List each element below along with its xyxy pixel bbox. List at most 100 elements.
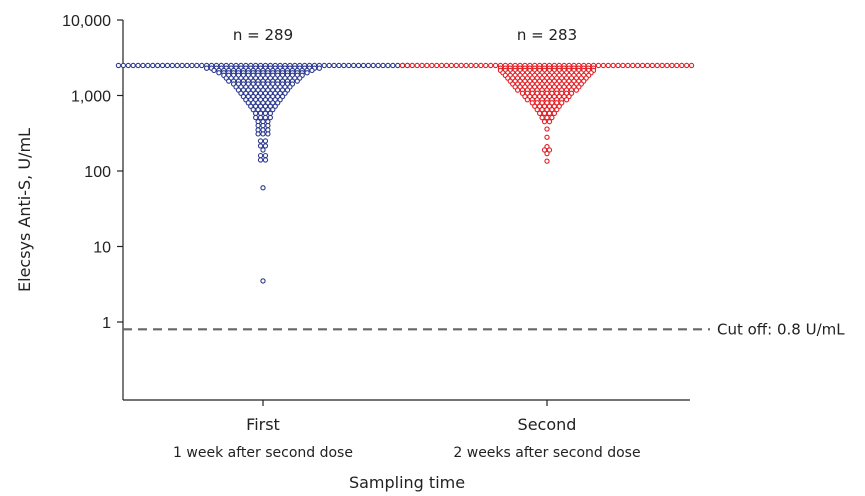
data-point [260, 147, 266, 153]
data-point [130, 62, 136, 69]
data-point [605, 62, 611, 69]
data-point [199, 62, 205, 69]
data-point [257, 157, 264, 163]
data-point [321, 62, 327, 69]
data-point [145, 62, 151, 69]
n-labels: n = 289 n = 283 [233, 26, 577, 44]
data-point [262, 103, 269, 109]
data-point [257, 138, 264, 144]
data-point [549, 106, 555, 113]
data-point [250, 106, 256, 113]
data-point [534, 100, 540, 106]
data-point [539, 100, 545, 106]
data-point [473, 62, 479, 69]
data-point [135, 62, 141, 69]
data-point [255, 122, 261, 129]
data-point [252, 114, 259, 121]
data-point [544, 134, 550, 140]
data-point [380, 62, 386, 69]
data-point [370, 62, 376, 69]
data-point [174, 62, 180, 69]
data-point [453, 62, 459, 69]
category-label: First [246, 415, 280, 434]
data-point [404, 62, 410, 69]
data-point [267, 103, 273, 109]
data-point [341, 62, 347, 69]
data-point [615, 62, 621, 69]
data-point [551, 103, 557, 109]
data-point [260, 131, 266, 137]
data-point [169, 62, 175, 69]
data-point [639, 62, 646, 69]
data-point [262, 138, 269, 144]
y-axis-title: Elecsys Anti-S, U/mL [15, 128, 34, 292]
data-point [159, 62, 166, 69]
data-point [189, 62, 195, 69]
data-point [669, 62, 675, 69]
data-point [255, 106, 261, 113]
data-point [554, 100, 560, 106]
data-point [260, 100, 266, 106]
data-point [365, 62, 371, 69]
data-point [260, 278, 266, 284]
data-point [304, 70, 310, 76]
data-point [211, 67, 217, 74]
data-point [664, 62, 670, 69]
data-point [360, 62, 367, 69]
data-point [630, 62, 636, 69]
data-point [468, 62, 474, 69]
data-point [257, 103, 264, 109]
data-point [257, 110, 264, 117]
data-point [265, 100, 271, 106]
data-point [316, 65, 322, 71]
data-point [684, 62, 690, 69]
y-tick-label: 10 [93, 240, 111, 257]
data-point [262, 143, 269, 149]
data-point [541, 147, 548, 153]
data-point [331, 62, 337, 69]
data-point [350, 62, 357, 69]
data-point [194, 62, 200, 69]
x-axis-title: Sampling time [349, 473, 465, 492]
data-point [483, 62, 489, 69]
data-point [649, 62, 655, 69]
data-point [248, 103, 254, 109]
data-point [390, 62, 396, 69]
data-point [544, 126, 550, 132]
data-point [414, 62, 420, 69]
data-point [270, 106, 276, 113]
data-point [375, 62, 381, 69]
data-point [262, 157, 269, 163]
data-point [537, 110, 543, 117]
data-point [487, 62, 494, 69]
data-point [644, 62, 651, 69]
data-point [179, 62, 185, 69]
data-point [267, 110, 273, 117]
data-point [262, 110, 269, 117]
data-point [544, 114, 550, 121]
data-point [255, 131, 261, 137]
data-point [688, 62, 695, 69]
y-ticks: 1 10 100 1,000 10,000 [62, 13, 123, 332]
data-point [551, 110, 557, 117]
data-point [620, 62, 626, 69]
data-point [260, 122, 266, 129]
data-point [434, 62, 440, 69]
data-point [257, 143, 264, 149]
data-point [539, 106, 545, 113]
data-point [563, 97, 570, 103]
data-point [674, 62, 680, 69]
data-point [275, 100, 281, 106]
data-point [541, 110, 548, 117]
category-labels: First 1 week after second dose Second 2 wee… [173, 415, 641, 461]
data-point [529, 100, 535, 106]
data-point [546, 103, 553, 109]
data-point [514, 87, 521, 93]
data-point [346, 62, 352, 69]
data-points [115, 62, 695, 284]
data-point [115, 62, 122, 69]
data-point [539, 114, 545, 121]
data-point [140, 62, 146, 69]
data-point [265, 106, 271, 113]
data-point [395, 62, 401, 69]
